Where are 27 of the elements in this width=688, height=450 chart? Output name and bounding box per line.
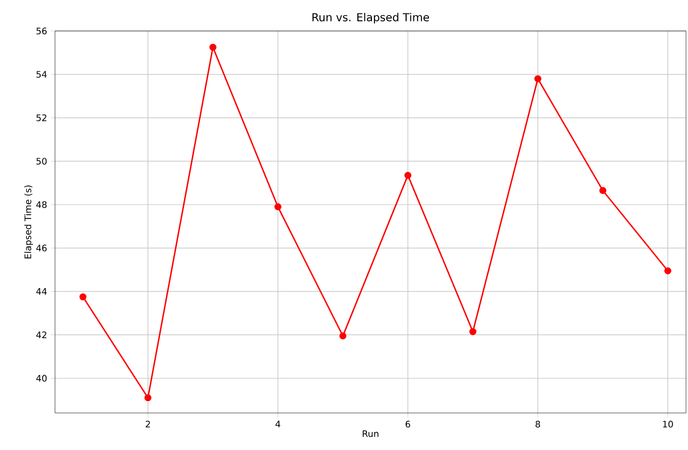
- y-tick-label: 40: [36, 374, 47, 382]
- y-tick-label: 44: [36, 288, 47, 295]
- y-tick-label: 46: [36, 244, 47, 252]
- y-tick-label: 48: [36, 201, 47, 208]
- y-tick-label: 52: [36, 114, 46, 122]
- point: [79, 293, 86, 300]
- x-tick-label: 2: [146, 420, 150, 428]
- y-tick-label: 54: [36, 71, 47, 78]
- point: [404, 172, 412, 179]
- point: [274, 203, 282, 210]
- chart-title: Run vs. Elapsed Time: [312, 12, 430, 24]
- x-tick-label: 10: [663, 420, 673, 428]
- point: [339, 332, 346, 340]
- x-axis-title: Run: [362, 430, 378, 438]
- y-axis-title: Elapsed Time (s): [24, 185, 33, 258]
- x-tick-label: 8: [536, 420, 540, 428]
- x-tick-label: 4: [275, 420, 280, 428]
- x-tick-label: 6: [406, 420, 410, 428]
- point: [144, 394, 152, 402]
- y-tick-label: 50: [36, 158, 47, 165]
- point: [664, 267, 672, 274]
- point: [599, 187, 606, 194]
- point: [534, 75, 542, 82]
- point: [469, 328, 476, 336]
- y-tick-label: 42: [36, 332, 46, 338]
- y-tick-label: 56: [36, 28, 47, 34]
- point: [209, 44, 216, 51]
